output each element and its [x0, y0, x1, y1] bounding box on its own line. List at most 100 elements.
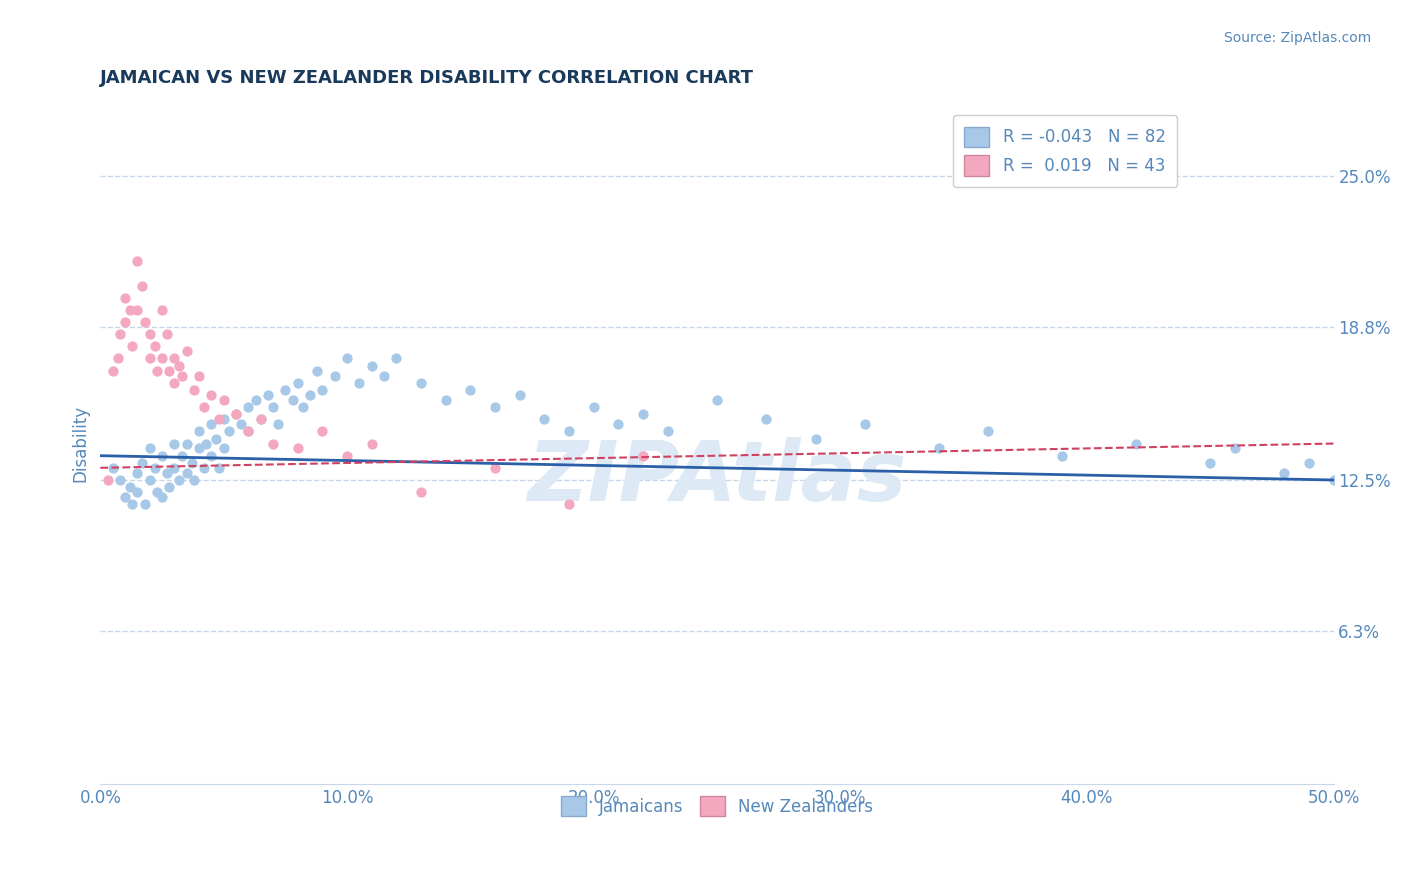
Point [150, 351, 173, 366]
Point [146, 364, 169, 378]
Point [323, 368, 346, 383]
Point [121, 339, 143, 353]
Point [176, 436, 198, 450]
Point [409, 485, 432, 500]
Point [1272, 466, 1295, 480]
Text: Source: ZipAtlas.com: Source: ZipAtlas.com [1223, 31, 1371, 45]
Point [188, 425, 211, 439]
Point [131, 456, 153, 470]
Point [195, 436, 218, 450]
Point [150, 449, 173, 463]
Point [582, 400, 605, 414]
Point [853, 417, 876, 431]
Point [156, 466, 179, 480]
Point [127, 254, 149, 268]
Y-axis label: Disability: Disability [72, 405, 89, 482]
Point [193, 400, 215, 414]
Point [311, 383, 333, 397]
Point [287, 376, 309, 390]
Point [163, 436, 186, 450]
Point [631, 449, 654, 463]
Point [183, 383, 205, 397]
Point [238, 425, 260, 439]
Point [225, 408, 247, 422]
Point [188, 368, 211, 383]
Point [349, 376, 371, 390]
Point [121, 497, 143, 511]
Point [558, 425, 581, 439]
Point [114, 490, 136, 504]
Point [150, 490, 173, 504]
Point [1199, 456, 1222, 470]
Point [170, 368, 193, 383]
Point [200, 449, 222, 463]
Point [257, 388, 280, 402]
Point [101, 364, 124, 378]
Point [229, 417, 252, 431]
Point [409, 376, 432, 390]
Point [281, 392, 304, 407]
Point [385, 351, 408, 366]
Point [108, 473, 131, 487]
Point [134, 315, 156, 329]
Point [107, 351, 129, 366]
Point [114, 315, 136, 329]
Text: ZIPAtlas: ZIPAtlas [527, 437, 907, 518]
Point [245, 392, 267, 407]
Point [176, 344, 198, 359]
Legend: Jamaicans, New Zealanders: Jamaicans, New Zealanders [554, 789, 880, 823]
Point [138, 473, 160, 487]
Point [238, 425, 260, 439]
Point [188, 442, 211, 456]
Point [509, 388, 531, 402]
Point [169, 473, 191, 487]
Point [150, 302, 173, 317]
Point [156, 327, 179, 342]
Point [928, 442, 950, 456]
Point [1125, 436, 1147, 450]
Point [163, 460, 186, 475]
Point [1050, 449, 1073, 463]
Point [262, 436, 284, 450]
Point [225, 408, 247, 422]
Point [208, 412, 231, 426]
Point [118, 302, 141, 317]
Point [114, 291, 136, 305]
Point [200, 417, 222, 431]
Point [138, 442, 160, 456]
Point [360, 436, 382, 450]
Point [138, 327, 160, 342]
Point [804, 432, 827, 446]
Point [146, 485, 169, 500]
Point [101, 460, 124, 475]
Point [143, 460, 166, 475]
Point [631, 408, 654, 422]
Point [163, 376, 186, 390]
Point [127, 466, 149, 480]
Point [657, 425, 679, 439]
Point [193, 460, 215, 475]
Point [238, 400, 260, 414]
Point [291, 400, 314, 414]
Text: JAMAICAN VS NEW ZEALANDER DISABILITY CORRELATION CHART: JAMAICAN VS NEW ZEALANDER DISABILITY COR… [100, 69, 755, 87]
Point [163, 351, 186, 366]
Point [218, 425, 240, 439]
Point [170, 449, 193, 463]
Point [360, 359, 382, 373]
Point [176, 466, 198, 480]
Point [1322, 473, 1344, 487]
Point [208, 460, 231, 475]
Point [298, 388, 321, 402]
Point [138, 351, 160, 366]
Point [97, 473, 120, 487]
Point [205, 432, 228, 446]
Point [533, 412, 555, 426]
Point [200, 388, 222, 402]
Point [755, 412, 778, 426]
Point [1223, 442, 1246, 456]
Point [484, 460, 506, 475]
Point [157, 364, 180, 378]
Point [434, 392, 457, 407]
Point [134, 497, 156, 511]
Point [249, 412, 271, 426]
